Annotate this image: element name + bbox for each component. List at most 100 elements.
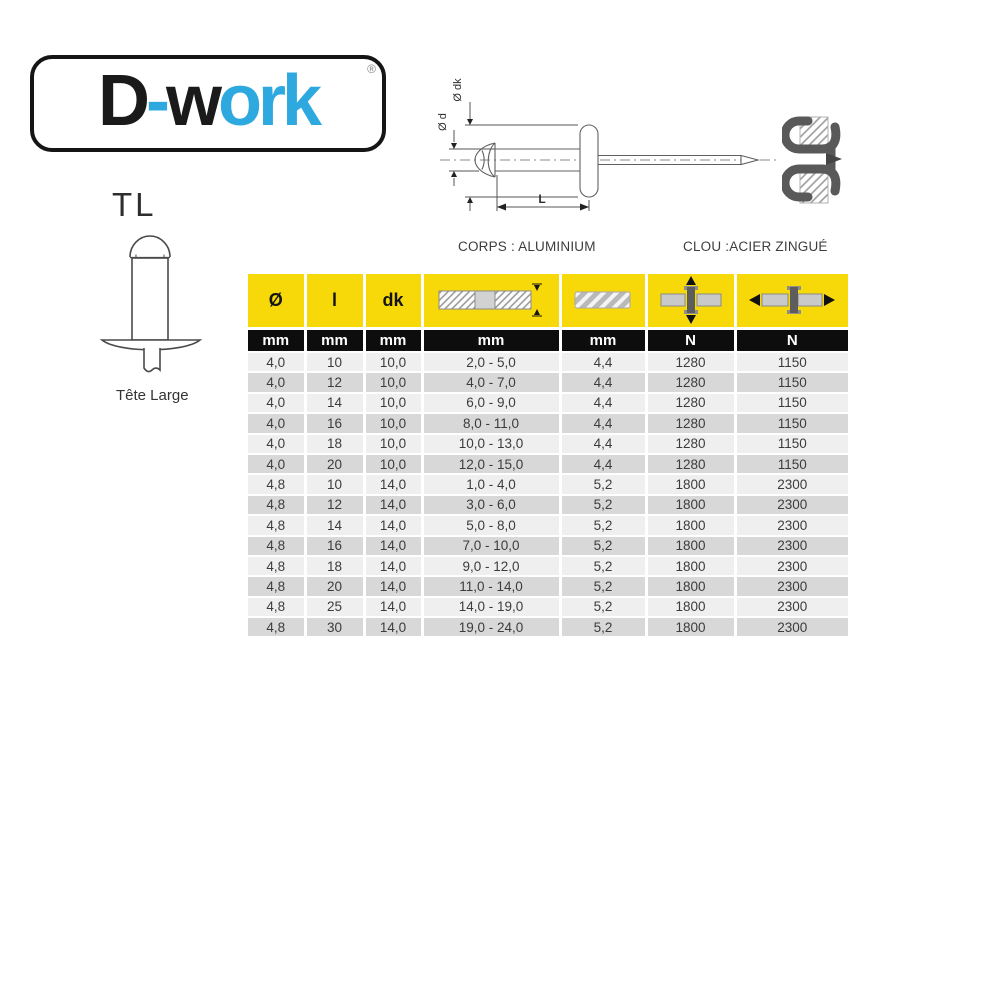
table-cell: 14,0 [364,617,424,639]
table-cell: 5,2 [560,617,648,639]
table-cell: 14,0 [364,555,424,578]
table-cell: 1280 [646,413,737,435]
dim-label-d: Ø d [437,113,449,131]
table-cell: 4,0 [248,413,307,435]
table-cell: 4,0 [248,352,307,374]
brand-logo-text: D-work [98,65,322,143]
table-cell: 1150 [735,453,848,476]
table-cell: 2300 [735,515,848,537]
table-cell: 5,2 [560,535,648,557]
logo-letter: D [97,60,150,141]
unit-cell: mm [560,328,648,353]
mandrel-tip [740,154,761,166]
table-row: 4,0 14 10,0 6,0 - 9,0 4,4 1280 1150 [248,392,848,415]
table-cell: 4,4 [560,392,648,415]
table-cell: 4,4 [560,352,648,374]
spec-table: Ø l dk [248,274,848,639]
table-cell: 10,0 [364,413,424,435]
rivet-head-profile [474,142,496,178]
body-material-label: CORPS : ALUMINIUM [458,239,596,254]
tensile-strength-icon [749,286,836,315]
table-cell: 14,0 [364,515,424,537]
table-cell: 3,0 - 6,0 [422,494,562,517]
table-cell: 1800 [646,535,737,557]
table-cell: 7,0 - 10,0 [422,535,562,557]
table-cell: 6,0 - 9,0 [422,392,562,415]
table-cell: 4,8 [248,596,307,619]
col-head-diameter-header: dk [364,274,424,330]
table-cell: 4,0 [248,392,307,415]
table-cell: 20 [305,576,366,598]
table-row: 4,8 14 14,0 5,0 - 8,0 5,2 1800 2300 [248,515,848,537]
rivet-flange-profile [579,124,599,198]
table-cell: 14 [305,392,366,415]
unit-cell: N [735,328,848,353]
table-cell: 4,8 [248,515,307,537]
table-cell: 4,0 [248,453,307,476]
brand-logo: D-work ® [30,55,386,152]
logo-letter: w [165,60,222,141]
table-row: 4,8 25 14,0 14,0 - 19,0 5,2 1800 2300 [248,596,848,619]
rivet-hook-top [782,116,841,154]
rivet-dome-head [129,235,171,258]
table-cell: 5,0 - 8,0 [422,515,562,537]
col-diameter-header: Ø [248,274,307,330]
table-cell: 1,0 - 4,0 [422,474,562,496]
table-cell: 10,0 [364,372,424,394]
table-cell: 1150 [735,413,848,435]
table-cell: 10,0 [364,453,424,476]
table-cell: 1150 [735,392,848,415]
table-row: 4,8 12 14,0 3,0 - 6,0 5,2 1800 2300 [248,494,848,517]
registered-trademark-icon: ® [367,62,376,76]
table-cell: 1280 [646,392,737,415]
table-cell: 5,2 [560,555,648,578]
rivet-body [131,257,169,341]
table-cell: 5,2 [560,515,648,537]
table-cell: 2300 [735,474,848,496]
table-cell: 30 [305,617,366,639]
product-code: TL [112,186,157,223]
table-cell: 1280 [646,372,737,394]
col-drill-diameter-header [560,274,648,330]
table-cell: 11,0 - 14,0 [422,576,562,598]
table-row: 4,0 10 10,0 2,0 - 5,0 4,4 1280 1150 [248,352,848,374]
shear-strength-icon [660,276,721,325]
table-cell: 2300 [735,596,848,619]
table-cell: 1150 [735,352,848,374]
table-cell: 1800 [646,576,737,598]
table-row: 4,0 18 10,0 10,0 - 13,0 4,4 1280 1150 [248,433,848,455]
table-cell: 8,0 - 11,0 [422,413,562,435]
logo-letters: ork [217,60,322,141]
table-cell: 5,2 [560,474,648,496]
table-cell: 4,8 [248,576,307,598]
set-rivet-cross-section [782,116,842,204]
table-cell: 1150 [735,372,848,394]
unit-cell: mm [248,328,307,353]
table-cell: 20 [305,453,366,476]
table-cell: 1800 [646,555,737,578]
table-cell: 5,2 [560,576,648,598]
table-cell: 4,8 [248,494,307,517]
table-cell: 14,0 [364,576,424,598]
table-cell: 16 [305,535,366,557]
table-cell: 5,2 [560,596,648,619]
table-cell: 2300 [735,494,848,517]
table-row: 4,8 18 14,0 9,0 - 12,0 5,2 1800 2300 [248,555,848,578]
table-row: 4,0 12 10,0 4,0 - 7,0 4,4 1280 1150 [248,372,848,394]
table-cell: 1800 [646,494,737,517]
head-type-caption: Tête Large [116,387,189,404]
table-cell: 4,0 [248,433,307,455]
rivet-front-view-drawing [99,235,203,373]
table-cell: 4,8 [248,535,307,557]
table-cell: 25 [305,596,366,619]
table-cell: 16 [305,413,366,435]
table-cell: 12 [305,372,366,394]
unit-cell: N [646,328,737,353]
table-row: 4,8 16 14,0 7,0 - 10,0 5,2 1800 2300 [248,535,848,557]
table-cell: 10 [305,352,366,374]
table-cell: 4,4 [560,372,648,394]
table-cell: 2,0 - 5,0 [422,352,562,374]
unit-cell: mm [305,328,366,353]
unit-cell: mm [364,328,424,353]
table-row: 4,8 20 14,0 11,0 - 14,0 5,2 1800 2300 [248,576,848,598]
